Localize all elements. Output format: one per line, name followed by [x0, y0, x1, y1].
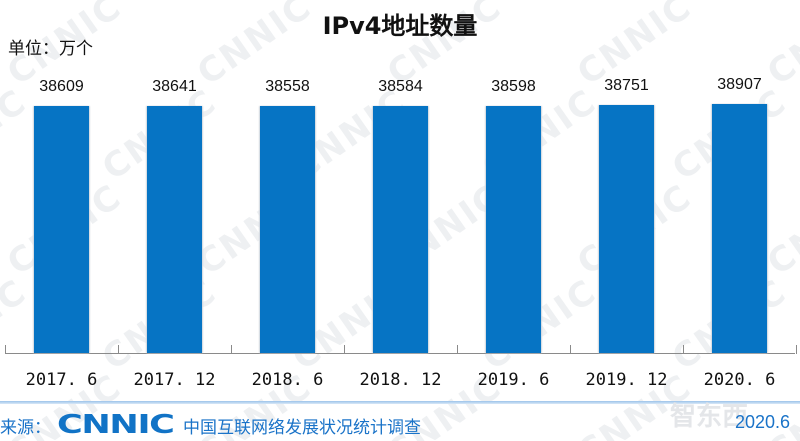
- x-axis-tick: [570, 345, 571, 354]
- x-axis-tick-label: 2019. 12: [585, 370, 668, 390]
- source-label: 来源：: [0, 417, 51, 438]
- x-axis-tick-label: 2017. 12: [133, 370, 216, 390]
- source-line: 来源： CNNIC 中国互联网络发展状况统计调查: [0, 410, 421, 440]
- source-organization: 中国互联网络发展状况统计调查: [183, 417, 421, 438]
- source-date: 2020.6: [734, 412, 790, 432]
- chart-title: IPv4地址数量: [322, 12, 478, 40]
- bar: [373, 106, 428, 353]
- x-axis-tick-label: 2020. 6: [703, 370, 776, 390]
- bar: [712, 104, 767, 353]
- x-axis-tick-label: 2019. 6: [477, 370, 550, 390]
- x-axis-tick: [5, 345, 6, 354]
- unit-label: 单位：万个: [8, 39, 93, 59]
- bar-value-label: 38598: [491, 78, 536, 95]
- bar: [147, 106, 202, 353]
- cnnic-logo: CNNIC: [57, 410, 175, 440]
- bar-value-label: 38907: [717, 76, 762, 93]
- x-axis-tick: [231, 345, 232, 354]
- x-axis-tick-label: 2018. 12: [359, 370, 442, 390]
- bar: [486, 106, 541, 353]
- zhidongxi-watermark: 智东西: [669, 402, 748, 432]
- bar-value-label: 38751: [604, 77, 649, 94]
- bar: [599, 105, 654, 353]
- x-axis-tick-label: 2018. 6: [251, 370, 324, 390]
- bar: [34, 106, 89, 353]
- bar-value-label: 38641: [152, 78, 197, 95]
- bar-value-label: 38609: [39, 78, 84, 95]
- x-axis-tick: [118, 345, 119, 354]
- x-axis-tick: [457, 345, 458, 354]
- x-axis-tick-label: 2017. 6: [25, 370, 98, 390]
- x-axis-tick: [796, 345, 797, 354]
- bar: [260, 106, 315, 353]
- bar-value-label: 38584: [378, 78, 423, 95]
- x-axis-tick: [683, 345, 684, 354]
- x-axis-line: [5, 353, 795, 354]
- x-axis-tick: [344, 345, 345, 354]
- footer-divider: [0, 401, 800, 404]
- bar-value-label: 38558: [265, 78, 310, 95]
